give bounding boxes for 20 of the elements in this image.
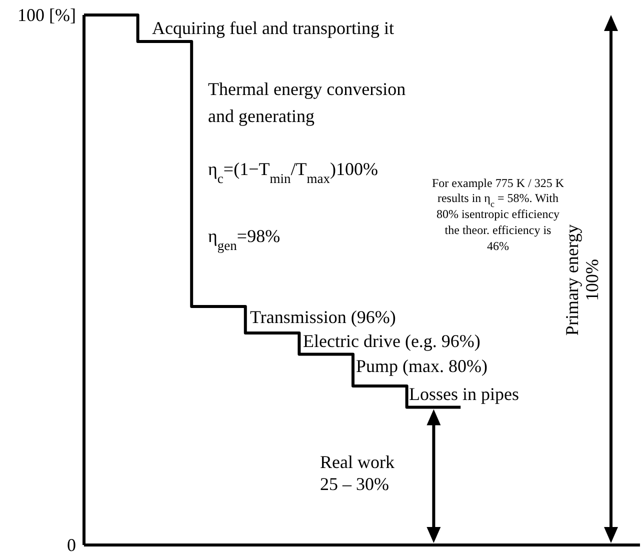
- y-tick-label: 100 [%]: [18, 4, 76, 25]
- annotation: Acquiring fuel and transporting it: [152, 18, 394, 38]
- annotation: 46%: [487, 239, 509, 253]
- annotation: Transmission (96%): [250, 307, 396, 327]
- annotation: and generating: [208, 106, 314, 126]
- annotation: 25 – 30%: [320, 474, 389, 494]
- annotation: results in η$_{c}$ = 58%. With: [437, 191, 559, 209]
- text: 100%: [582, 259, 602, 301]
- y-tick-label: 0: [67, 534, 76, 553]
- annotation: Thermal energy conversion: [208, 79, 406, 99]
- annotation: η$_{c}$=(1−T$_{min}$/T$_{max}$)100%: [208, 159, 378, 186]
- annotation: For example 775 K / 325 K: [432, 176, 564, 190]
- text: Primary energy: [562, 224, 582, 336]
- annotation: Electric drive (e.g. 96%): [303, 331, 480, 351]
- annotation: Pump (max. 80%): [356, 356, 488, 376]
- annotation: the theor. efficiency is: [444, 223, 552, 237]
- annotation: Real work: [320, 452, 394, 472]
- annotation: Losses in pipes: [409, 384, 519, 404]
- annotation: η$_{gen}$=98%: [208, 226, 280, 252]
- annotation: 80% isentropic efficiency: [436, 207, 560, 221]
